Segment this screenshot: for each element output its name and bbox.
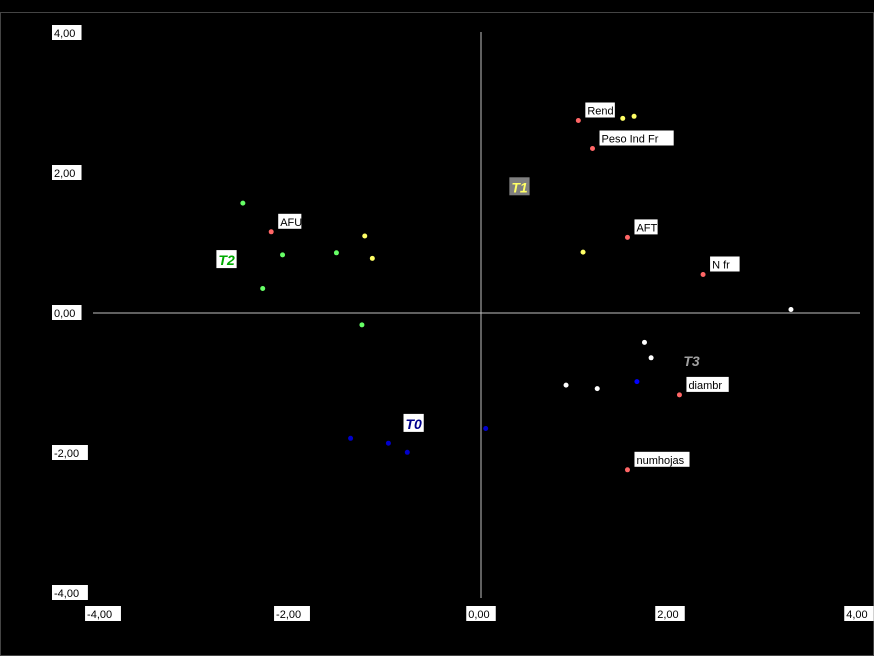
- y-tick-label: 4,00: [52, 25, 82, 40]
- variable-label: AFU: [278, 213, 302, 229]
- treatment-label-text: T1: [511, 179, 528, 195]
- x-tick-label-text: 0,00: [468, 609, 489, 621]
- x-tick-label: 4,00: [844, 606, 874, 621]
- data-point: [280, 252, 286, 258]
- data-point: [362, 233, 368, 239]
- data-point: [676, 392, 682, 398]
- data-point: [359, 322, 365, 328]
- y-tick-label-text: -2,00: [54, 448, 79, 460]
- variable-label-text: AFT: [636, 222, 657, 234]
- data-point: [404, 449, 410, 455]
- data-point: [624, 467, 630, 473]
- variable-label: Rend: [585, 102, 615, 118]
- treatment-label: T2: [216, 250, 237, 269]
- data-point: [268, 229, 274, 235]
- y-tick-label: 0,00: [52, 305, 82, 320]
- data-point: [648, 355, 654, 361]
- data-point: [631, 113, 637, 119]
- data-point: [700, 272, 706, 277]
- data-point: [624, 234, 630, 240]
- variable-label-text: Peso Ind Fr: [602, 134, 659, 146]
- x-tick-label: -2,00: [274, 606, 310, 621]
- x-tick-label: 0,00: [466, 606, 496, 621]
- tick-labels: -4,00 -2,00 0,00 2,00 4,00 4,00 2,00 0,00 -2,00 -…: [52, 25, 874, 621]
- variable-label-text: AFU: [280, 217, 302, 229]
- variable-label-text: Rend: [587, 106, 613, 118]
- variable-label: diambr: [686, 376, 729, 392]
- data-point: [575, 118, 581, 123]
- y-tick-label-text: 0,00: [54, 308, 75, 320]
- x-tick-label: -4,00: [85, 606, 121, 621]
- y-tick-label: -4,00: [52, 585, 88, 600]
- treatment-label-text: T0: [406, 416, 423, 432]
- variable-label: AFT: [634, 219, 658, 235]
- y-tick-label-text: -4,00: [54, 588, 79, 600]
- variable-label-text: diambr: [688, 380, 722, 392]
- y-tick-label-text: 2,00: [54, 168, 75, 180]
- data-point: [240, 200, 246, 206]
- data-point: [620, 115, 626, 121]
- variable-label-text: numhojas: [636, 455, 684, 467]
- data-point: [590, 146, 596, 151]
- x-tick-label-text: -2,00: [276, 609, 301, 621]
- y-axis-title: CP 2 (29,8%): [19, 277, 33, 349]
- data-point: [641, 339, 647, 345]
- data-point: [369, 255, 375, 261]
- variable-label: numhojas: [634, 451, 690, 467]
- axes: [93, 32, 860, 598]
- x-tick-label-text: -4,00: [87, 609, 112, 621]
- point-labels: T0 T1 T2 T3 Rend Peso Ind Fr AFU AFT N fr diambr n…: [216, 102, 740, 467]
- treatment-label: T1: [509, 177, 530, 196]
- y-tick-label: 2,00: [52, 165, 82, 180]
- data-point: [634, 379, 640, 385]
- variable-label: Peso Ind Fr: [599, 130, 674, 146]
- treatment-label: T0: [403, 413, 424, 432]
- data-point: [333, 250, 339, 256]
- variable-label: N fr: [710, 256, 740, 272]
- data-point: [788, 307, 794, 312]
- x-tick-label-text: 2,00: [657, 609, 678, 621]
- data-point: [580, 249, 586, 255]
- data-points: [240, 113, 794, 473]
- y-tick-label: -2,00: [52, 445, 88, 460]
- data-point: [594, 386, 600, 392]
- data-point: [385, 440, 391, 446]
- data-point: [348, 435, 354, 441]
- data-point: [563, 382, 569, 388]
- x-tick-label: 2,00: [655, 606, 685, 621]
- treatment-label-text: T3: [683, 353, 700, 369]
- treatment-label: T3: [681, 350, 702, 369]
- data-point: [260, 286, 266, 291]
- x-tick-label-text: 4,00: [846, 609, 867, 621]
- y-tick-label-text: 4,00: [54, 28, 75, 40]
- x-axis-title: CP 1 (40,8%): [444, 629, 516, 643]
- treatment-label-text: T2: [218, 252, 235, 268]
- data-point: [483, 426, 489, 431]
- variable-label-text: N fr: [712, 260, 730, 272]
